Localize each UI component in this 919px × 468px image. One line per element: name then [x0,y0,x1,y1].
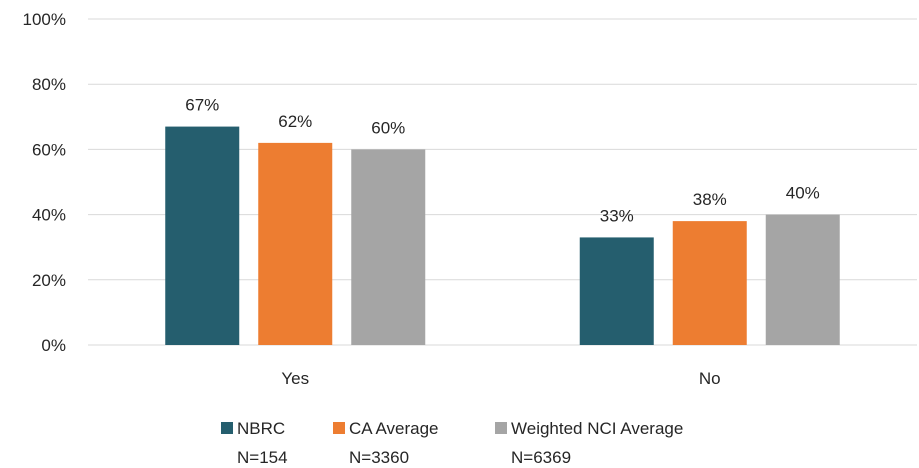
y-tick-label: 0% [41,336,66,355]
data-label: 62% [278,112,312,131]
y-tick-label: 80% [32,75,66,94]
x-axis-categories: Yes No [281,369,720,388]
data-labels: 67% 62% 60% 33% 38% 40% [185,96,820,226]
legend-swatch [221,422,233,434]
legend-label: NBRC [237,419,285,438]
legend-swatch [333,422,345,434]
bar [165,126,240,345]
y-axis-ticks: 0% 20% 40% 60% 80% 100% [23,10,66,355]
legend-label: Weighted NCI Average [511,419,683,438]
data-label: 33% [600,206,634,225]
y-tick-label: 40% [32,206,66,225]
legend-swatch [495,422,507,434]
legend-label: CA Average [349,419,438,438]
y-tick-label: 100% [23,10,66,29]
bar [258,142,333,345]
y-tick-label: 60% [32,140,66,159]
bar [765,214,840,345]
data-label: 67% [185,96,219,115]
legend-sublabel: N=6369 [511,448,571,467]
data-label: 60% [371,118,405,137]
bar [579,237,654,345]
x-category-label: No [699,369,721,388]
bars [165,126,840,345]
legend-sublabel: N=154 [237,448,288,467]
bar [351,149,426,345]
y-tick-label: 20% [32,271,66,290]
legend: NBRC N=154 CA Average N=3360 Weighted NCI Av… [221,419,683,467]
bar [672,221,747,345]
legend-sublabel: N=3360 [349,448,409,467]
data-label: 38% [693,190,727,209]
x-category-label: Yes [281,369,309,388]
data-label: 40% [786,184,820,203]
